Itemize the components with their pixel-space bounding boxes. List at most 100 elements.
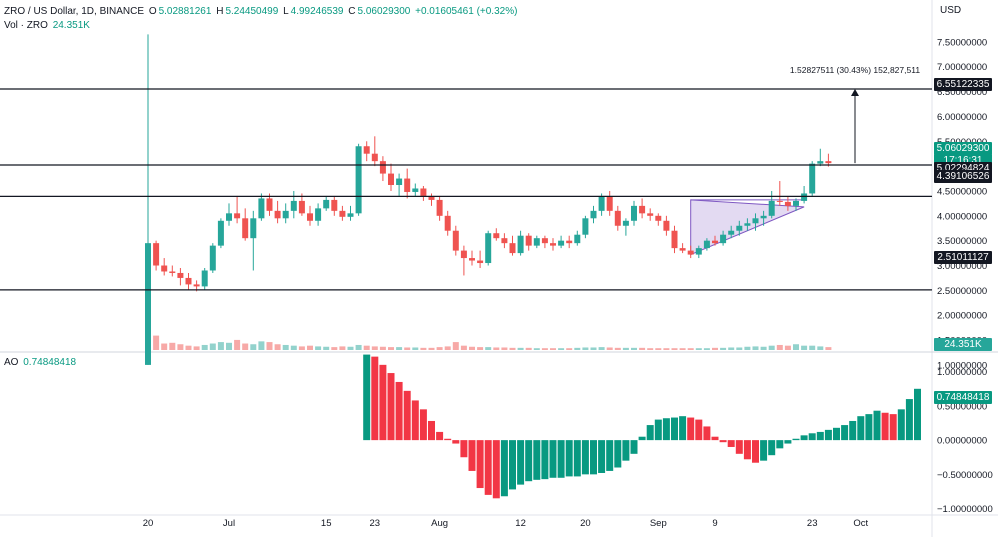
candle-body — [371, 153, 378, 162]
ao-bar — [614, 440, 622, 468]
candle-body — [396, 178, 403, 186]
currency-label[interactable]: USD — [940, 5, 962, 16]
ao-bar — [646, 425, 654, 441]
candle-body — [153, 243, 160, 266]
ao-bar — [679, 416, 687, 441]
ao-bar — [800, 435, 808, 441]
volume-bar — [550, 348, 556, 350]
open-value: 5.02881261 — [158, 6, 212, 17]
volume-bar — [371, 346, 378, 350]
ao-bar — [500, 440, 508, 497]
candle-body — [355, 146, 362, 214]
ao-bar — [687, 417, 695, 441]
candle-body — [752, 218, 759, 224]
candle-body — [655, 215, 662, 221]
price-tick-label: 3.00000000 — [937, 261, 987, 272]
ao-bar — [841, 425, 849, 441]
candle-body — [671, 230, 678, 249]
volume-bar — [355, 344, 362, 350]
candle-body — [290, 200, 297, 211]
ao-bar — [816, 431, 824, 441]
volume-bar — [258, 341, 265, 350]
volume-bar — [720, 347, 727, 350]
candle-body — [533, 238, 540, 246]
price-tick-label: 3.50000000 — [937, 236, 987, 247]
ao-bar — [460, 440, 468, 458]
volume-bar — [185, 345, 192, 350]
ao-bar — [905, 399, 913, 441]
candle-body — [703, 240, 710, 249]
ao-bar — [452, 440, 460, 444]
volume-bar — [622, 347, 629, 350]
ao-bar — [849, 420, 857, 441]
candle-body — [809, 163, 816, 194]
price-tick-label: 4.00000000 — [937, 211, 987, 222]
volume-bar — [712, 347, 718, 350]
candle-body — [209, 245, 216, 271]
candle-body — [598, 196, 605, 211]
price-tick-label: 1.00000000 — [937, 360, 987, 371]
high-label: H — [216, 6, 224, 17]
low-label: L — [283, 6, 289, 17]
volume-bar — [266, 342, 273, 350]
candle-body — [501, 238, 508, 244]
candle-body — [266, 198, 273, 211]
change-value: +0.01605461 (+0.32%) — [415, 6, 518, 17]
volume-bar — [493, 347, 500, 350]
candle-body — [145, 243, 151, 365]
candle-body — [169, 271, 176, 273]
volume-bar — [614, 347, 621, 350]
candle-body — [712, 240, 718, 244]
volume-bar — [436, 347, 443, 350]
ao-header: AO 0.74848418 — [4, 356, 78, 369]
ao-bar — [468, 440, 476, 471]
price-tick-label: 6.50000000 — [937, 87, 987, 98]
ao-bar — [411, 400, 419, 441]
volume-bar — [331, 347, 338, 350]
volume-bar — [469, 346, 475, 350]
candle-body — [315, 208, 322, 221]
current-price-box: 5.06029300 — [934, 142, 992, 155]
ao-bar — [711, 436, 719, 441]
volume-bar — [566, 348, 573, 350]
ao-bar — [428, 420, 435, 441]
volume-bar — [307, 345, 313, 350]
volume-bar — [161, 343, 168, 350]
time-tick-label: 12 — [515, 518, 526, 529]
candle-body — [185, 277, 192, 285]
ao-bar — [792, 438, 800, 441]
ao-bar — [808, 433, 816, 441]
candle-body — [282, 210, 289, 219]
volume-bar — [509, 347, 516, 350]
volume-bar — [639, 347, 646, 350]
ao-bar — [752, 440, 759, 463]
candle-body — [339, 210, 346, 217]
volume-bar — [485, 347, 492, 350]
volume-bar — [655, 348, 662, 350]
volume-bar — [809, 345, 816, 350]
volume-bar — [477, 347, 484, 350]
time-tick-label: Aug — [431, 518, 448, 529]
candle-body — [177, 272, 184, 278]
volume-bar — [687, 348, 694, 350]
ao-bar — [371, 356, 379, 441]
time-tick-label: 9 — [712, 518, 717, 529]
target-price-box: 6.55122335 — [934, 78, 992, 91]
candle-body — [234, 213, 241, 219]
candle-body — [525, 235, 532, 246]
volume-bar — [428, 347, 435, 350]
ao-bar — [833, 427, 840, 441]
ao-tick-label: −1.00000000 — [937, 504, 993, 515]
volume-box: 24.351K — [934, 338, 992, 351]
ao-bar — [881, 412, 889, 441]
ao-bar — [727, 440, 735, 447]
volume-bar — [379, 346, 386, 350]
volume-bar — [590, 347, 597, 350]
ao-bar — [565, 440, 573, 477]
candle-body — [469, 258, 475, 261]
volume-label: Vol · ZRO — [4, 20, 48, 31]
volume-bar — [274, 344, 281, 350]
volume-bar — [209, 343, 216, 350]
